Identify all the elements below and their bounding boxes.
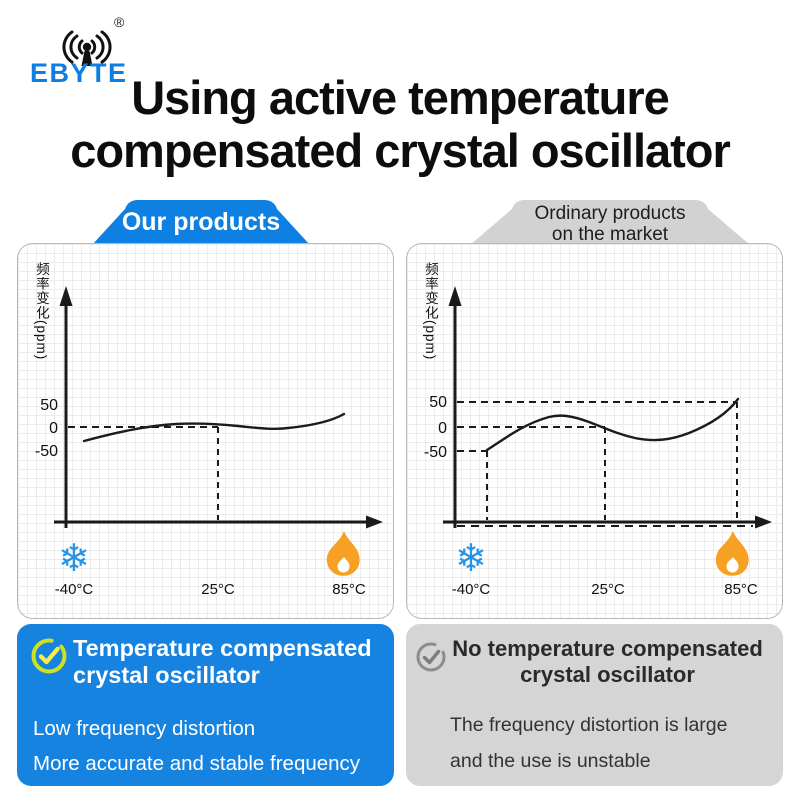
y-axis-label: 频率变化(ppm) [34,262,49,361]
y-axis-label: 频率变化(ppm) [423,262,438,361]
card-heading-line2: crystal oscillator [73,661,260,688]
chart-panel-our-products: 频率变化(ppm) 50 0 -50 -40°C 25°C 85°C ❄ [17,243,394,619]
card-ordinary-products: No temperature compensated crystal oscil… [406,624,783,786]
flame-icon [326,531,360,576]
check-circle-icon [31,638,67,674]
x-tick-25: 25°C [201,581,235,598]
page-title-line2: compensated crystal oscillator [70,123,731,177]
chart-our-products: 50 0 -50 -40°C 25°C 85°C ❄ [35,286,383,598]
card-heading-line1: No temperature compensated [452,636,763,661]
tab-our-products-label: Our products [121,208,281,236]
frequency-curve [485,397,740,452]
snowflake-icon: ❄ [58,538,90,580]
antenna-icon [62,30,112,66]
chart-panel-ordinary-products: 频率变化(ppm) 50 0 -50 -40°C 25°C 85°C [406,243,783,619]
y-tick-0: 0 [438,420,447,437]
x-tick-25: 25°C [591,581,625,598]
registered-mark: ® [114,14,125,30]
card-body-line2: and the use is unstable [450,750,651,772]
card-heading: Temperature compensated crystal oscillat… [73,635,372,689]
y-tick-0: 0 [49,420,58,437]
x-tick-minus40: -40°C [55,581,94,598]
card-heading-line2: crystal oscillator [520,661,695,687]
x-tick-85: 85°C [332,581,366,598]
y-tick-neg50: -50 [424,444,447,461]
y-tick-50: 50 [40,397,58,414]
chart-ordinary-products: 50 0 -50 -40°C 25°C 85°C ❄ [424,286,772,598]
check-circle-icon [416,642,446,672]
x-tick-85: 85°C [724,581,758,598]
x-axis-arrow [366,515,383,529]
card-body-line1: The frequency distortion is large [450,714,728,736]
tab-ordinary-products: Ordinary products on the market [470,200,750,245]
x-tick-minus40: -40°C [452,581,491,598]
card-heading: No temperature compensated crystal oscil… [406,636,783,688]
ebyte-logo: ® EBYTE [28,12,158,88]
page-title: Using active temperature compensated cry… [0,71,800,177]
y-tick-50: 50 [429,394,447,411]
x-axis-arrow [755,515,772,529]
tab-ordinary-line2: on the market [551,223,669,245]
y-tick-neg50: -50 [35,443,58,460]
y-axis-arrow [448,286,462,306]
y-axis-arrow [59,286,73,306]
flame-icon [715,531,749,576]
tab-our-products: Our products [92,200,310,245]
brand-name: EBYTE [30,58,128,88]
card-our-products: Temperature compensated crystal oscillat… [17,624,394,786]
card-heading-line1: Temperature compensated [73,635,372,661]
card-point-1: Low frequency distortion [33,717,256,740]
snowflake-icon: ❄ [455,538,487,580]
page-title-line1: Using active temperature [131,71,670,124]
frequency-curve [82,412,346,443]
tab-ordinary-line1: Ordinary products [534,203,686,224]
card-point-2: More accurate and stable frequency [33,752,361,775]
